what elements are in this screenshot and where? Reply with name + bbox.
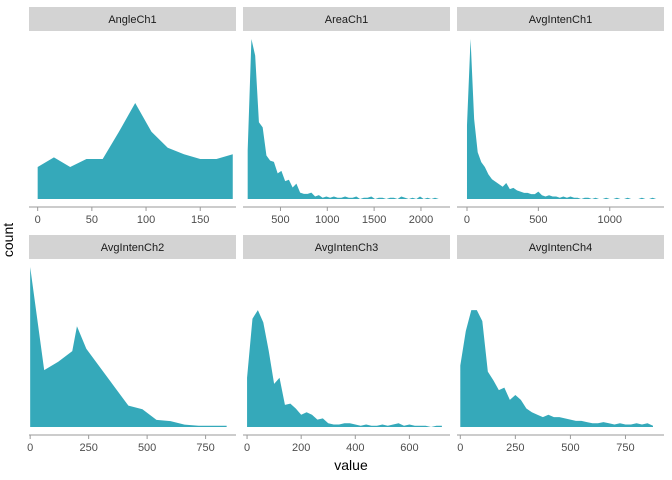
facet-strip-label: AngleCh1: [108, 14, 156, 26]
facet-strip: [457, 235, 664, 259]
facet-panel: AreaCh1 500 1000 1500 2000: [243, 7, 450, 226]
x-tick-label: 0: [35, 214, 41, 226]
facet-strip: [243, 7, 450, 31]
x-tick-label: 50: [86, 214, 98, 226]
x-tick-label: 500: [138, 442, 156, 454]
x-tick-label: 1500: [362, 214, 386, 226]
facet-strip: [243, 235, 450, 259]
facet-panel: AngleCh1 0 50 100 150: [29, 7, 236, 226]
x-tick-label: 250: [79, 442, 97, 454]
area-series: [460, 310, 653, 427]
x-tick-label: 500: [529, 214, 547, 226]
facet-panel: AvgIntenCh2 0 250 500 750: [27, 235, 236, 454]
facet-panel: AvgIntenCh1 0 500 1000: [457, 7, 664, 226]
x-tick-label: 600: [400, 442, 418, 454]
area-series: [466, 39, 657, 199]
facet-panel: AvgIntenCh4 0 250 500 750: [457, 235, 664, 454]
x-tick-label: 750: [616, 442, 634, 454]
x-tick-label: 2000: [409, 214, 433, 226]
x-tick-label: 500: [561, 442, 579, 454]
facet-strip-label: AvgIntenCh1: [529, 14, 592, 26]
x-tick-label: 0: [457, 442, 463, 454]
y-axis-title: count: [0, 223, 16, 257]
facet-strip: [29, 235, 236, 259]
x-tick-label: 1000: [315, 214, 339, 226]
x-tick-label: 0: [464, 214, 470, 226]
facet-strip-label: AvgIntenCh2: [101, 242, 164, 254]
x-tick-label: 750: [196, 442, 214, 454]
facet-strip: [457, 7, 664, 31]
x-axis-title: value: [334, 457, 368, 473]
x-tick-label: 0: [27, 442, 33, 454]
facet-strip-label: AvgIntenCh3: [315, 242, 378, 254]
area-series: [247, 39, 439, 199]
x-tick-label: 500: [271, 214, 289, 226]
x-tick-label: 100: [137, 214, 155, 226]
x-tick-label: 0: [244, 442, 250, 454]
facet-panel: AvgIntenCh3 0 200 400 600: [243, 235, 450, 454]
facet-strip-label: AreaCh1: [325, 14, 368, 26]
facet-strip: [29, 7, 236, 31]
x-tick-label: 1000: [598, 214, 622, 226]
area-series: [30, 267, 227, 427]
x-tick-label: 250: [506, 442, 524, 454]
facet-strip-label: AvgIntenCh4: [529, 242, 592, 254]
x-tick-label: 150: [191, 214, 209, 226]
x-tick-label: 400: [346, 442, 364, 454]
area-series: [37, 103, 233, 199]
x-tick-label: 200: [292, 442, 310, 454]
area-series: [247, 310, 442, 427]
